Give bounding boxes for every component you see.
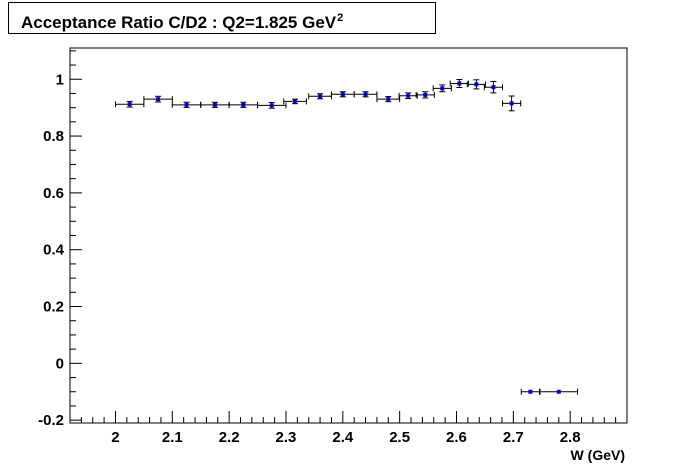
y-tick-label: 0 <box>56 355 64 372</box>
data-point <box>228 101 259 108</box>
data-point <box>257 102 287 109</box>
data-point <box>114 100 145 108</box>
data-point <box>398 92 418 100</box>
x-tick-label: 2.7 <box>503 429 524 446</box>
data-point <box>483 81 504 94</box>
y-tick-label: 0.8 <box>43 128 64 145</box>
y-tick-label: -0.2 <box>38 412 64 429</box>
data-marker <box>556 389 561 394</box>
data-point <box>143 95 173 103</box>
data-marker <box>457 81 462 86</box>
x-tick-label: 2.6 <box>446 429 467 446</box>
data-marker <box>406 93 411 98</box>
data-point <box>171 101 202 108</box>
x-tick-label: 2.8 <box>560 429 581 446</box>
y-tick-label: 0.6 <box>43 185 64 202</box>
data-marker <box>363 92 368 97</box>
data-marker <box>212 102 217 107</box>
data-marker <box>184 102 189 107</box>
y-tick-label: 0.2 <box>43 299 64 316</box>
data-marker <box>423 92 428 97</box>
x-tick-label: 2.4 <box>332 429 354 446</box>
data-marker <box>509 101 514 106</box>
y-tick-label: 0.4 <box>43 242 65 259</box>
x-axis-ticks: 2 2.1 2.2 2.3 2.4 2.5 2.6 2.7 2.8 <box>69 411 628 446</box>
data-point <box>330 91 355 98</box>
y-tick-label: 1 <box>56 71 64 88</box>
data-point <box>308 93 332 100</box>
chart-title-superscript: 2 <box>337 12 344 24</box>
x-tick-label: 2 <box>111 429 119 446</box>
data-marker <box>491 85 496 90</box>
data-marker <box>440 86 445 91</box>
data-marker <box>156 97 161 102</box>
data-marker <box>127 102 132 107</box>
data-marker <box>241 102 246 107</box>
x-tick-label: 2.3 <box>276 429 297 446</box>
data-point <box>539 388 579 395</box>
data-point <box>520 388 540 395</box>
data-point <box>283 98 307 105</box>
data-point <box>353 91 378 98</box>
data-marker <box>386 97 391 102</box>
data-point <box>432 84 452 93</box>
data-marker <box>528 389 533 394</box>
data-points <box>114 79 579 395</box>
plot-frame <box>69 47 628 424</box>
data-marker <box>340 92 345 97</box>
data-marker <box>293 99 298 104</box>
y-axis-ticks: -0.2 0 0.2 0.4 0.6 0.8 1 <box>38 50 82 429</box>
data-marker <box>318 94 323 99</box>
data-point <box>466 79 486 90</box>
x-tick-label: 2.2 <box>219 429 240 446</box>
chart-title-text: Acceptance Ratio C/D2 : Q2=1.825 GeV <box>21 13 337 32</box>
x-axis-title: W (GeV) <box>571 447 625 463</box>
data-point <box>502 95 522 112</box>
x-tick-label: 2.1 <box>162 429 183 446</box>
chart-title: Acceptance Ratio C/D2 : Q2=1.825 GeV2 <box>8 2 436 34</box>
data-point <box>376 96 401 103</box>
data-point <box>200 101 230 108</box>
data-marker <box>474 82 479 87</box>
data-point <box>415 91 435 99</box>
data-marker <box>269 103 274 108</box>
x-tick-label: 2.5 <box>389 429 410 446</box>
data-point <box>449 79 469 88</box>
